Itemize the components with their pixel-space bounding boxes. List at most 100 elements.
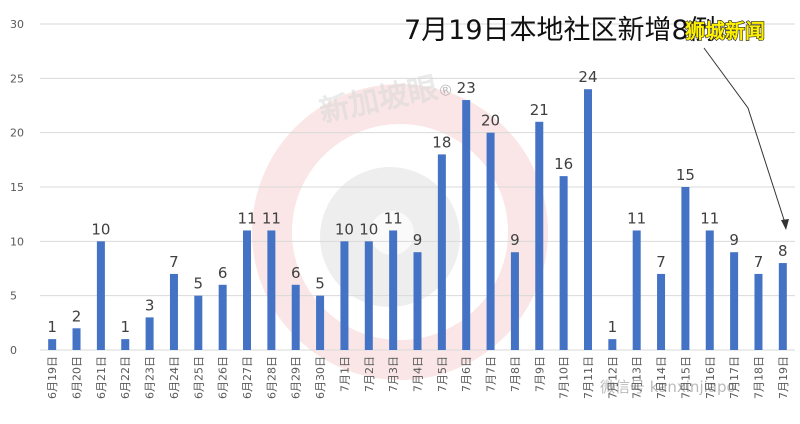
x-tick-label: 7月12日 bbox=[606, 356, 619, 399]
data-label: 6 bbox=[291, 264, 301, 282]
x-tick-label: 6月23日 bbox=[144, 356, 157, 399]
bar bbox=[316, 295, 325, 350]
y-tick-label: 10 bbox=[10, 235, 24, 248]
bars bbox=[48, 89, 787, 350]
x-tick-label: 7月4日 bbox=[412, 356, 425, 392]
x-tick-label: 6月20日 bbox=[71, 356, 84, 399]
bar bbox=[730, 252, 739, 350]
x-tick-label: 7月16日 bbox=[704, 356, 717, 399]
x-tick-label: 7月2日 bbox=[363, 356, 376, 392]
data-label: 11 bbox=[700, 209, 719, 227]
data-label: 5 bbox=[315, 275, 325, 293]
bar bbox=[218, 284, 227, 350]
bar bbox=[583, 89, 592, 350]
x-axis: 6月19日 6月20日 6月21日 6月22日 6月23日 6月24日 6月25日 6月26日… bbox=[46, 356, 790, 399]
data-label: 1 bbox=[120, 318, 130, 336]
data-label: 11 bbox=[627, 209, 646, 227]
data-label: 2 bbox=[72, 307, 82, 325]
x-tick-label: 6月30日 bbox=[314, 356, 327, 399]
data-label: 16 bbox=[554, 155, 573, 173]
bar bbox=[96, 241, 105, 350]
bar bbox=[340, 241, 349, 350]
data-label: 6 bbox=[218, 264, 228, 282]
x-tick-label: 7月14日 bbox=[655, 356, 668, 399]
bar bbox=[486, 132, 495, 350]
data-label: 11 bbox=[262, 209, 281, 227]
bar bbox=[657, 273, 666, 350]
y-axis: 0 5 10 15 20 25 30 bbox=[10, 18, 24, 357]
x-tick-label: 7月11日 bbox=[582, 356, 595, 399]
bar bbox=[778, 263, 787, 350]
bar bbox=[291, 284, 300, 350]
bar bbox=[48, 339, 57, 350]
data-label: 7 bbox=[169, 253, 179, 271]
annotation-arrow bbox=[703, 47, 789, 230]
data-label: 7 bbox=[656, 253, 666, 271]
bar bbox=[169, 273, 178, 350]
data-label: 24 bbox=[578, 68, 597, 86]
bar bbox=[243, 230, 252, 350]
data-label: 9 bbox=[729, 231, 739, 249]
data-label: 7 bbox=[754, 253, 764, 271]
data-label: 11 bbox=[384, 209, 403, 227]
x-tick-label: 6月25日 bbox=[192, 356, 205, 399]
data-label: 21 bbox=[530, 101, 549, 119]
bar bbox=[535, 121, 544, 350]
y-tick-label: 15 bbox=[10, 181, 24, 194]
bar bbox=[121, 339, 130, 350]
x-tick-label: 7月10日 bbox=[558, 356, 571, 399]
bar bbox=[267, 230, 276, 350]
bar bbox=[608, 339, 617, 350]
watermark-wechat-text: 微信号 kanxinjiapo bbox=[600, 378, 736, 396]
data-label: 23 bbox=[457, 79, 476, 97]
x-tick-label: 7月6日 bbox=[460, 356, 473, 392]
bar bbox=[462, 100, 471, 350]
bar bbox=[705, 230, 714, 350]
data-label: 10 bbox=[91, 220, 110, 238]
bar bbox=[194, 295, 203, 350]
y-tick-label: 25 bbox=[10, 72, 24, 85]
data-label: 5 bbox=[194, 275, 204, 293]
bar bbox=[389, 230, 398, 350]
bar bbox=[559, 176, 568, 350]
x-tick-label: 6月21日 bbox=[95, 356, 108, 399]
x-tick-label: 6月28日 bbox=[265, 356, 278, 399]
x-tick-label: 7月15日 bbox=[679, 356, 692, 399]
chart-title: 7月19日本地社区新增8例 bbox=[404, 15, 716, 46]
x-tick-label: 7月1日 bbox=[338, 356, 351, 392]
y-tick-label: 0 bbox=[10, 344, 17, 357]
x-tick-label: 7月7日 bbox=[485, 356, 498, 392]
y-tick-label: 5 bbox=[10, 290, 17, 303]
x-tick-label: 6月22日 bbox=[119, 356, 132, 399]
svg-text:®: ® bbox=[436, 80, 454, 101]
x-tick-label: 7月19日 bbox=[777, 356, 790, 399]
data-label: 15 bbox=[676, 166, 695, 184]
bar bbox=[681, 187, 690, 350]
data-label: 3 bbox=[145, 296, 155, 314]
x-tick-label: 7月13日 bbox=[631, 356, 644, 399]
data-label: 11 bbox=[237, 209, 256, 227]
x-tick-label: 6月26日 bbox=[217, 356, 230, 399]
bar bbox=[754, 273, 763, 350]
bar bbox=[145, 317, 154, 350]
source-label: 狮城新闻 bbox=[685, 19, 765, 43]
x-tick-label: 7月18日 bbox=[752, 356, 765, 399]
y-tick-label: 30 bbox=[10, 18, 24, 31]
x-tick-label: 7月8日 bbox=[509, 356, 522, 392]
x-tick-label: 7月3日 bbox=[387, 356, 400, 392]
data-label: 20 bbox=[481, 112, 500, 130]
x-tick-label: 7月9日 bbox=[533, 356, 546, 392]
data-label: 9 bbox=[413, 231, 423, 249]
data-label: 1 bbox=[608, 318, 618, 336]
data-label: 1 bbox=[47, 318, 57, 336]
x-tick-label: 6月24日 bbox=[168, 356, 181, 399]
x-tick-label: 7月17日 bbox=[728, 356, 741, 399]
data-label: 10 bbox=[335, 220, 354, 238]
bar bbox=[510, 252, 519, 350]
bar bbox=[72, 328, 81, 350]
x-tick-label: 6月19日 bbox=[46, 356, 59, 399]
bar bbox=[632, 230, 641, 350]
x-tick-label: 6月29日 bbox=[290, 356, 303, 399]
